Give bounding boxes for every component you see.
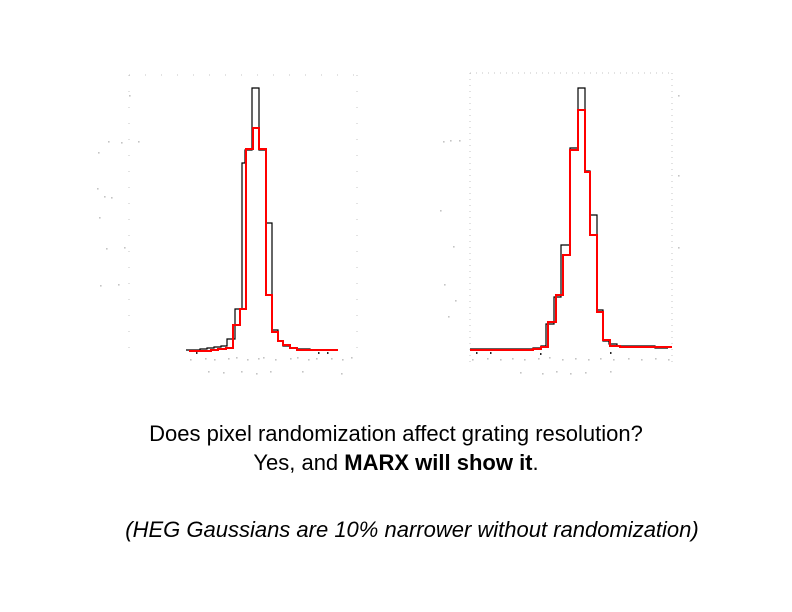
illegible-tick-label-speck <box>118 284 120 286</box>
baseline-tick-mark <box>490 352 492 354</box>
baseline-tick-mark <box>540 353 542 355</box>
illegible-tick-label-speck <box>256 373 258 375</box>
illegible-tick-label-speck <box>205 358 207 360</box>
answer-suffix: . <box>532 450 539 475</box>
illegible-tick-label-speck <box>108 141 110 143</box>
illegible-tick-label-speck <box>331 358 333 360</box>
answer-bold-text: MARX will show it <box>344 450 533 475</box>
illegible-tick-label-speck <box>111 197 113 199</box>
illegible-tick-label-speck <box>223 372 225 374</box>
illegible-tick-label-speck <box>678 175 680 177</box>
illegible-tick-label-speck <box>542 373 544 375</box>
caption-line-answer: Yes, and MARX will show it. <box>0 448 792 477</box>
illegible-tick-label-speck <box>575 358 577 360</box>
illegible-tick-label-speck <box>556 371 558 373</box>
caption-line-note: (HEG Gaussians are 10% narrower without … <box>125 517 699 542</box>
illegible-tick-label-speck <box>121 142 123 144</box>
illegible-tick-label-speck <box>97 188 99 190</box>
illegible-tick-label-speck <box>444 284 446 286</box>
illegible-tick-label-speck <box>628 358 630 360</box>
illegible-tick-label-speck <box>308 359 310 361</box>
illegible-tick-label-speck <box>270 371 272 373</box>
illegible-tick-label-speck <box>443 141 445 143</box>
illegible-tick-label-speck <box>124 247 126 249</box>
baseline-tick-mark <box>196 352 198 354</box>
illegible-tick-label-speck <box>190 359 192 361</box>
illegible-tick-label-speck <box>520 372 522 374</box>
illegible-tick-label-speck <box>228 358 230 360</box>
illegible-tick-label-speck <box>351 357 353 359</box>
illegible-tick-label-speck <box>588 359 590 361</box>
illegible-tick-label-speck <box>562 359 564 361</box>
illegible-tick-label-speck <box>297 357 299 359</box>
illegible-tick-label-speck <box>585 372 587 374</box>
illegible-tick-label-speck <box>487 358 489 360</box>
illegible-tick-label-speck <box>247 359 249 361</box>
illegible-tick-label-speck <box>610 371 612 373</box>
illegible-tick-label-speck <box>214 359 216 361</box>
illegible-tick-label-speck <box>455 300 457 302</box>
baseline-tick-mark <box>327 352 329 354</box>
illegible-tick-label-speck <box>678 95 680 97</box>
illegible-tick-label-speck <box>453 246 455 248</box>
illegible-tick-label-speck <box>440 210 442 212</box>
plot-1-series-with-randomization <box>189 127 338 352</box>
illegible-tick-label-speck <box>655 358 657 360</box>
illegible-tick-label-speck <box>641 359 643 361</box>
illegible-tick-label-speck <box>512 358 514 360</box>
illegible-tick-label-speck <box>524 359 526 361</box>
illegible-tick-label-speck <box>99 217 101 219</box>
illegible-tick-label-speck <box>341 373 343 375</box>
illegible-tick-label-speck <box>263 357 265 359</box>
illegible-tick-label-speck <box>678 247 680 249</box>
illegible-tick-label-speck <box>129 95 131 97</box>
illegible-tick-label-speck <box>342 359 344 361</box>
illegible-tick-label-speck <box>106 248 108 250</box>
illegible-tick-label-speck <box>236 357 238 359</box>
illegible-tick-label-speck <box>472 359 474 361</box>
illegible-tick-label-speck <box>104 196 106 198</box>
illegible-tick-label-speck <box>275 359 277 361</box>
illegible-tick-label-speck <box>570 373 572 375</box>
caption-block: Does pixel randomization affect grating … <box>0 419 792 544</box>
caption-line-question: Does pixel randomization affect grating … <box>149 421 643 446</box>
illegible-tick-label-speck <box>316 358 318 360</box>
illegible-tick-label-speck <box>549 357 551 359</box>
illegible-tick-label-speck <box>241 371 243 373</box>
illegible-tick-label-speck <box>538 358 540 360</box>
baseline-tick-mark <box>476 352 478 354</box>
illegible-tick-label-speck <box>600 358 602 360</box>
illegible-tick-label-speck <box>302 371 304 373</box>
illegible-tick-label-speck <box>448 316 450 318</box>
illegible-tick-label-speck <box>613 359 615 361</box>
illegible-tick-label-speck <box>208 371 210 373</box>
illegible-tick-label-speck <box>98 152 100 154</box>
illegible-tick-label-speck <box>668 359 670 361</box>
answer-prefix: Yes, and <box>253 450 345 475</box>
illegible-tick-label-speck <box>450 140 452 142</box>
baseline-tick-mark <box>318 352 320 354</box>
illegible-tick-label-speck <box>459 140 461 142</box>
illegible-tick-label-speck <box>500 359 502 361</box>
illegible-tick-label-speck <box>258 358 260 360</box>
baseline-tick-mark <box>610 352 612 354</box>
illegible-tick-label-speck <box>138 141 140 143</box>
plot-2-series-with-randomization <box>470 109 672 351</box>
illegible-tick-label-speck <box>290 358 292 360</box>
illegible-tick-label-speck <box>100 285 102 287</box>
